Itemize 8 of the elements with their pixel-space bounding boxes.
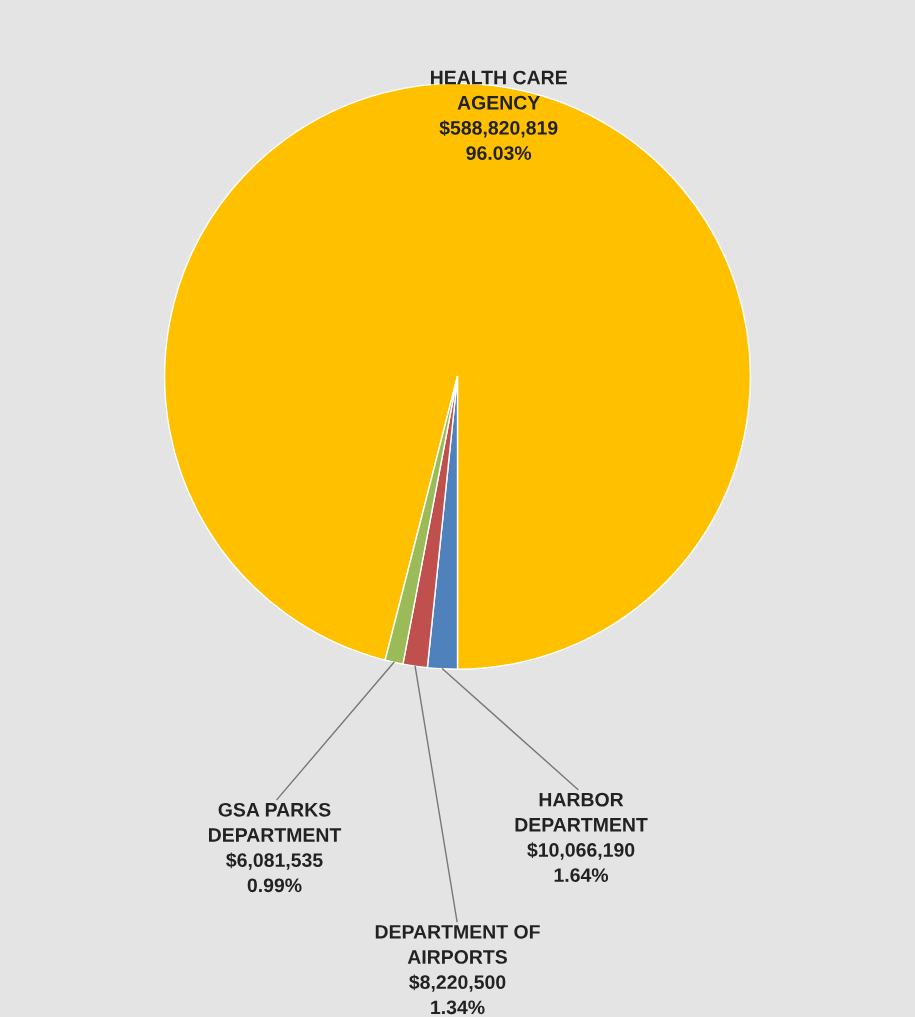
data-label: $10,066,190 1.64% bbox=[527, 842, 635, 882]
data-label: $588,820,819 96.03% bbox=[439, 120, 558, 160]
slice-label: GSA PARKS DEPARTMENT bbox=[209, 802, 342, 842]
data-label: $8,220,500 1.34% bbox=[409, 974, 506, 1015]
slice-label: DEPARTMENT OF AIRPORTS bbox=[375, 924, 540, 964]
slice-label: HEALTH CARE AGENCY bbox=[431, 70, 567, 110]
slice-label: HARBOR DEPARTMENT bbox=[515, 792, 648, 832]
data-label: $6,081,535 0.99% bbox=[226, 852, 323, 893]
